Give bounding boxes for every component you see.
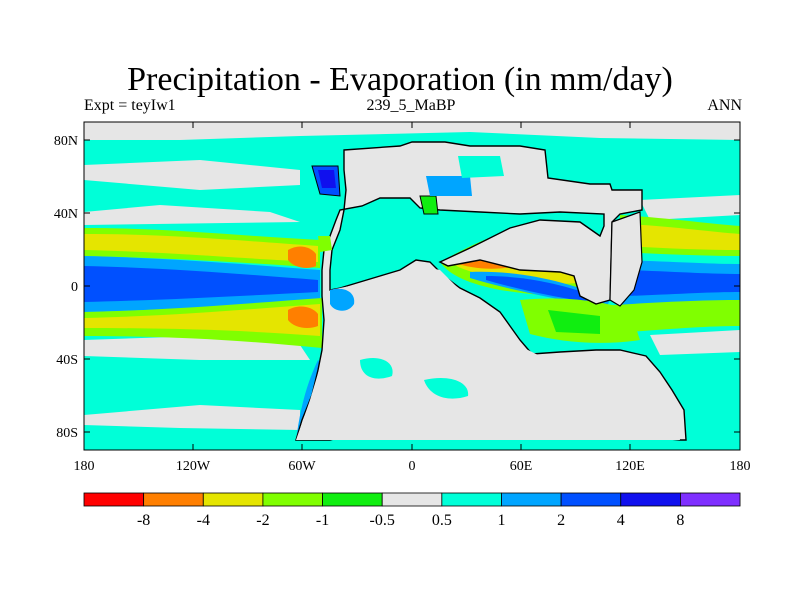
lat-tick-label: 0 [71,280,78,295]
pacific-dry-south [84,304,320,336]
south-pangaea-landmass [296,266,680,440]
colorbar-label: -1 [316,512,329,529]
map-field [84,122,740,450]
lat-tick-label: 80S [56,426,78,441]
colorbar-label: 2 [557,512,565,529]
east-pangaea-landmass [609,211,643,307]
pacific-dry-north [84,234,318,262]
lon-tick-label: 0 [409,459,416,474]
lon-tick-labels: 180 120W 60W 0 60E 120E 180 [74,459,751,474]
north-pacific-neutral [84,160,300,190]
map-title: Precipitation - Evaporation (in mm/day) [127,61,673,98]
lat-tick-label: 80N [54,134,78,149]
lon-tick-label: 120W [176,459,211,474]
west-coast-dry-patch [318,236,332,252]
season-label: ANN [707,97,742,114]
lat-tick-marks [84,139,740,433]
lon-tick-label: 60W [288,459,316,474]
south-interior-moist [424,377,469,399]
colorbar-label: 1 [497,512,505,529]
colorbar-swatch [83,492,145,507]
north-inland-sea-core [318,170,336,188]
tethys-wet-core [486,276,604,304]
colorbar-label: -4 [197,512,210,529]
lon-tick-label: 120E [615,459,645,474]
south-tethys-core [548,310,600,334]
arctic-neutral-band [84,122,740,140]
colorbar-label: -2 [256,512,269,529]
colorbar-swatch [381,492,443,507]
colorbar-label: -0.5 [370,512,395,529]
colorbar-swatch [322,492,383,507]
colorbar-swatch [143,492,204,507]
east-pacific-neutral [640,195,740,220]
colorbar-swatch [202,492,264,507]
east-wet-core [628,270,740,296]
colorbar-label: 4 [617,512,625,529]
lon-tick-marks [192,122,631,450]
lat-tick-label: 40N [54,207,78,222]
colorbar-swatch [501,492,562,507]
north-wet-patch [426,176,472,196]
colorbar-labels: -8 -4 -2 -1 -0.5 0.5 1 2 4 8 [137,512,684,529]
pacific-dry-north-core [288,246,316,268]
southwest-interior-moist [360,357,393,379]
subtropic-north-neutral [84,205,300,225]
southeast-neutral [650,330,740,355]
lon-tick-label: 180 [74,459,95,474]
colorbar-label: -8 [137,512,150,529]
southern-neutral-band [84,405,300,430]
colorbar-swatch [441,492,502,507]
colorbar-swatch [680,492,741,507]
pacific-wet-core [84,266,318,302]
lat-tick-labels: 80N 40N 0 40S 80S [54,134,78,441]
colorbar-swatch [560,492,622,507]
east-dry-north [624,224,740,250]
colorbar-swatch [620,492,681,507]
pacific-dry-south-core [288,306,318,328]
lon-tick-label: 60E [510,459,533,474]
north-moist-patch [458,156,504,178]
colorbar-swatch [262,492,323,507]
lon-tick-label: 180 [730,459,751,474]
lat-tick-label: 40S [56,353,78,368]
equatorial-coastal-wet [330,288,355,311]
period-label: 239_5_MaBP [366,97,456,114]
colorbar-label: 0.5 [432,512,452,529]
colorbar-label: 8 [676,512,684,529]
colorbar [83,492,741,507]
experiment-label: Expt = teyIw1 [84,97,176,114]
